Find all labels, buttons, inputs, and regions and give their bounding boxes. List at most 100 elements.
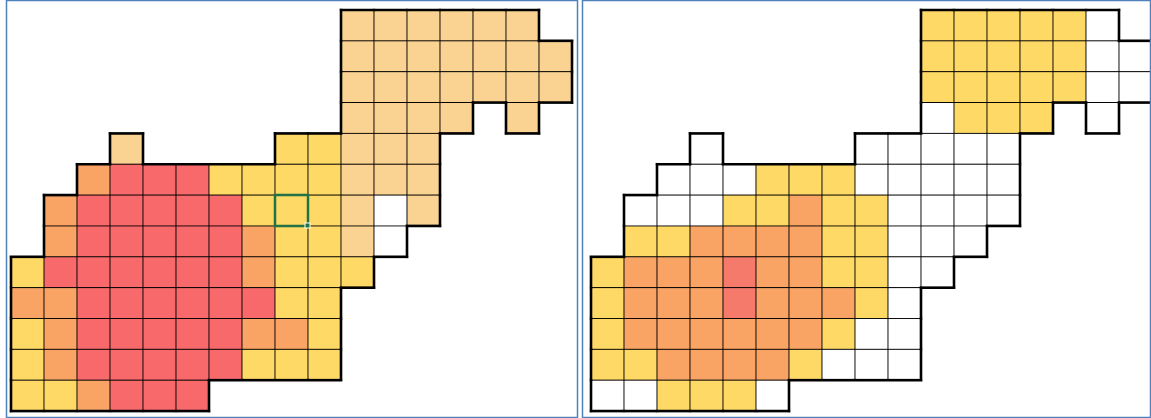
cell[interactable] (76, 225, 111, 258)
cell[interactable] (274, 287, 309, 319)
cell[interactable] (623, 318, 658, 350)
cell[interactable] (142, 379, 177, 412)
cell[interactable] (307, 256, 342, 289)
cell[interactable] (505, 40, 540, 73)
cell[interactable] (623, 348, 658, 381)
cell[interactable] (821, 287, 856, 319)
cell[interactable] (241, 194, 276, 227)
cell[interactable] (689, 379, 724, 412)
cell[interactable] (505, 9, 540, 42)
cell[interactable] (656, 318, 691, 350)
cell[interactable] (406, 132, 441, 165)
cell[interactable] (788, 256, 823, 289)
cell[interactable] (986, 163, 1021, 196)
cell[interactable] (656, 379, 691, 412)
cell[interactable] (340, 9, 375, 42)
cell[interactable] (1019, 102, 1054, 134)
cell[interactable] (142, 348, 177, 381)
cell[interactable] (307, 318, 342, 350)
cell[interactable] (406, 9, 441, 42)
cell[interactable] (76, 318, 111, 350)
cell[interactable] (920, 71, 955, 103)
cell[interactable] (43, 225, 78, 258)
cell[interactable] (821, 163, 856, 196)
cell[interactable] (142, 225, 177, 258)
cell[interactable] (755, 194, 790, 227)
cell[interactable] (274, 132, 309, 165)
cell[interactable] (1085, 40, 1120, 73)
cell[interactable] (788, 287, 823, 319)
cell[interactable] (208, 194, 243, 227)
cell[interactable] (755, 348, 790, 381)
cell[interactable] (175, 348, 210, 381)
cell[interactable] (590, 287, 625, 319)
cell[interactable] (340, 256, 375, 289)
cell[interactable] (109, 256, 144, 289)
cell[interactable] (689, 163, 724, 196)
cell[interactable] (340, 194, 375, 227)
cell[interactable] (439, 102, 474, 134)
cell[interactable] (821, 225, 856, 258)
cell[interactable] (1019, 9, 1054, 42)
cell[interactable] (10, 379, 45, 412)
cell[interactable] (689, 318, 724, 350)
cell[interactable] (406, 102, 441, 134)
cell[interactable] (406, 71, 441, 103)
cell[interactable] (307, 348, 342, 381)
cell[interactable] (854, 132, 889, 165)
cell[interactable] (656, 256, 691, 289)
cell[interactable] (406, 40, 441, 73)
cell[interactable] (307, 287, 342, 319)
cell[interactable] (1019, 40, 1054, 73)
cell[interactable] (10, 287, 45, 319)
cell[interactable] (472, 40, 507, 73)
cell[interactable] (953, 163, 988, 196)
cell[interactable] (373, 194, 408, 227)
cell[interactable] (142, 287, 177, 319)
cell[interactable] (109, 287, 144, 319)
cell[interactable] (920, 9, 955, 42)
cell[interactable] (755, 287, 790, 319)
cell[interactable] (241, 163, 276, 196)
cell[interactable] (887, 318, 922, 350)
cell[interactable] (1052, 9, 1087, 42)
cell[interactable] (722, 194, 757, 227)
cell[interactable] (76, 287, 111, 319)
cell[interactable] (10, 348, 45, 381)
fill-handle[interactable] (304, 222, 311, 229)
cell[interactable] (340, 163, 375, 196)
cell[interactable] (854, 163, 889, 196)
cell[interactable] (1118, 71, 1151, 103)
cell[interactable] (175, 379, 210, 412)
cell[interactable] (1052, 40, 1087, 73)
cell[interactable] (10, 256, 45, 289)
cell[interactable] (722, 287, 757, 319)
cell[interactable] (986, 102, 1021, 134)
cell[interactable] (307, 194, 342, 227)
cell[interactable] (623, 194, 658, 227)
cell[interactable] (953, 194, 988, 227)
cell[interactable] (109, 163, 144, 196)
cell[interactable] (656, 194, 691, 227)
cell[interactable] (920, 163, 955, 196)
cell[interactable] (920, 225, 955, 258)
cell[interactable] (953, 132, 988, 165)
cell[interactable] (821, 348, 856, 381)
cell[interactable] (109, 379, 144, 412)
cell[interactable] (373, 9, 408, 42)
cell[interactable] (241, 318, 276, 350)
cell[interactable] (175, 225, 210, 258)
cell[interactable] (1085, 71, 1120, 103)
cell[interactable] (887, 194, 922, 227)
cell[interactable] (986, 71, 1021, 103)
cell[interactable] (788, 348, 823, 381)
cell[interactable] (340, 102, 375, 134)
cell[interactable] (142, 318, 177, 350)
cell[interactable] (43, 287, 78, 319)
cell[interactable] (274, 256, 309, 289)
cell[interactable] (1052, 71, 1087, 103)
cell[interactable] (274, 163, 309, 196)
cell[interactable] (623, 225, 658, 258)
cell[interactable] (10, 318, 45, 350)
cell[interactable] (175, 163, 210, 196)
